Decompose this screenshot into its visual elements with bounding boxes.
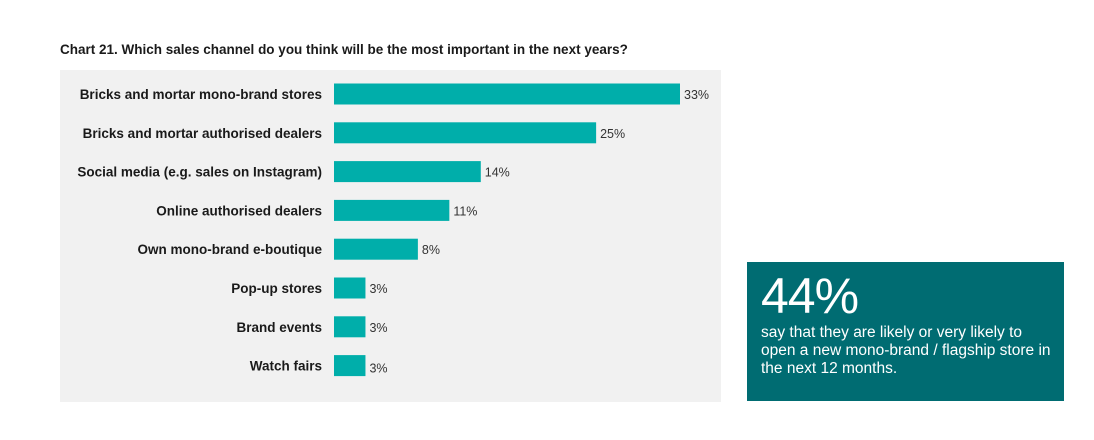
category-label: Bricks and mortar authorised dealers bbox=[83, 126, 322, 141]
value-label: 3% bbox=[369, 321, 387, 335]
bar bbox=[334, 355, 366, 377]
value-label: 8% bbox=[422, 243, 440, 257]
callout-number: 44% bbox=[761, 268, 859, 324]
bar bbox=[334, 277, 366, 299]
bar bbox=[334, 122, 597, 144]
bar-chart: Bricks and mortar mono-brand stores 33% Br… bbox=[77, 83, 709, 377]
value-label: 3% bbox=[369, 282, 387, 296]
category-label: Social media (e.g. sales on Instagram) bbox=[77, 165, 322, 180]
value-label: 33% bbox=[684, 88, 709, 102]
bar bbox=[334, 83, 680, 105]
category-label: Online authorised dealers bbox=[156, 203, 322, 218]
value-label: 11% bbox=[453, 204, 477, 218]
callout-text: say that they are likely or very likely … bbox=[761, 324, 1051, 377]
bar bbox=[334, 316, 366, 338]
category-label: Pop-up stores bbox=[231, 281, 322, 296]
callout-box: 44% say that they are likely or very lik… bbox=[747, 262, 1064, 401]
chart-title: Chart 21. Which sales channel do you thi… bbox=[60, 42, 628, 57]
value-label: 25% bbox=[600, 127, 625, 141]
chart-panel: Bricks and mortar mono-brand stores 33% Br… bbox=[60, 70, 721, 402]
category-label: Brand events bbox=[236, 320, 322, 335]
bar bbox=[334, 238, 418, 260]
category-label: Bricks and mortar mono-brand stores bbox=[80, 87, 322, 102]
bar bbox=[334, 161, 481, 183]
bar bbox=[334, 199, 450, 221]
value-label: 14% bbox=[485, 166, 510, 180]
category-label: Own mono-brand e-boutique bbox=[138, 242, 323, 257]
value-label: 3% bbox=[369, 362, 387, 376]
category-label: Watch fairs bbox=[250, 359, 322, 374]
